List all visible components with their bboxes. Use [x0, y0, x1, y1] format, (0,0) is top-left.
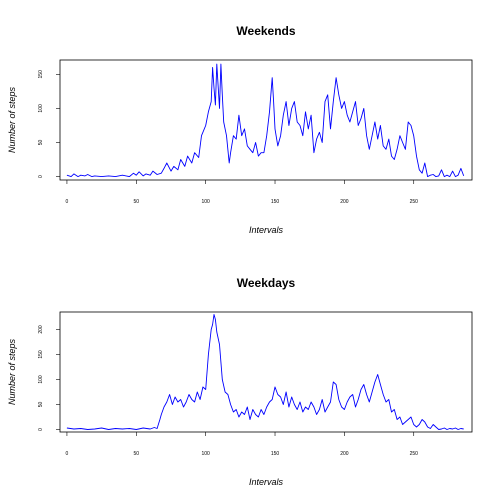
weekends-x-tick-label: 200: [340, 199, 349, 205]
weekends-y-axis-label: Number of steps: [7, 86, 17, 153]
weekdays-chart-title: Weekdays: [237, 276, 296, 290]
weekends-plot-frame: [59, 59, 473, 181]
weekdays-x-tick-label: 100: [201, 451, 210, 457]
weekdays-y-axis: 0 50 100 150 200: [38, 325, 60, 431]
weekends-x-tick-label: 100: [201, 199, 210, 205]
weekdays-y-tick-label: 50: [38, 402, 44, 408]
weekends-steps-line: [66, 63, 465, 178]
weekends-x-tick-label: 250: [410, 199, 419, 205]
weekends-y-tick-label: 150: [38, 70, 44, 79]
weekends-x-tick-label: 50: [134, 199, 140, 205]
weekends-y-tick-label: 0: [38, 175, 44, 178]
weekdays-y-tick-label: 200: [38, 325, 44, 334]
weekdays-x-tick-label: 50: [134, 451, 140, 457]
weekdays-y-axis-label: Number of steps: [7, 338, 17, 405]
weekdays-x-tick-label: 200: [340, 451, 349, 457]
weekends-y-axis: 0 50 100 150: [38, 70, 60, 178]
weekdays-plot-frame: [59, 311, 473, 433]
weekdays-y-tick-label: 150: [38, 350, 44, 359]
weekends-x-tick-label: 0: [66, 199, 69, 205]
weekdays-y-tick-label: 0: [38, 428, 44, 431]
weekdays-x-axis-label: Intervals: [249, 477, 284, 487]
weekdays-x-tick-label: 250: [410, 451, 419, 457]
weekends-x-tick-label: 150: [271, 199, 280, 205]
weekdays-steps-line: [66, 314, 464, 430]
weekends-chart-title: Weekends: [236, 24, 295, 38]
weekends-y-tick-label: 50: [38, 140, 44, 146]
weekdays-x-axis: 0 50 100 150 200 250: [66, 432, 419, 457]
weekends-x-axis-label: Intervals: [249, 225, 284, 235]
panel-weekends: Weekends 0 50 100 150 200 250 0 50 100 150 Inter…: [7, 24, 473, 235]
weekdays-x-tick-label: 0: [66, 451, 69, 457]
panel-weekdays: Weekdays 0 50 100 150 200 250 0 50 100 150 200 In…: [7, 276, 473, 487]
weekends-y-tick-label: 100: [38, 104, 44, 113]
weekends-x-axis: 0 50 100 150 200 250: [66, 180, 419, 205]
weekdays-y-tick-label: 100: [38, 375, 44, 384]
weekdays-x-tick-label: 150: [271, 451, 280, 457]
